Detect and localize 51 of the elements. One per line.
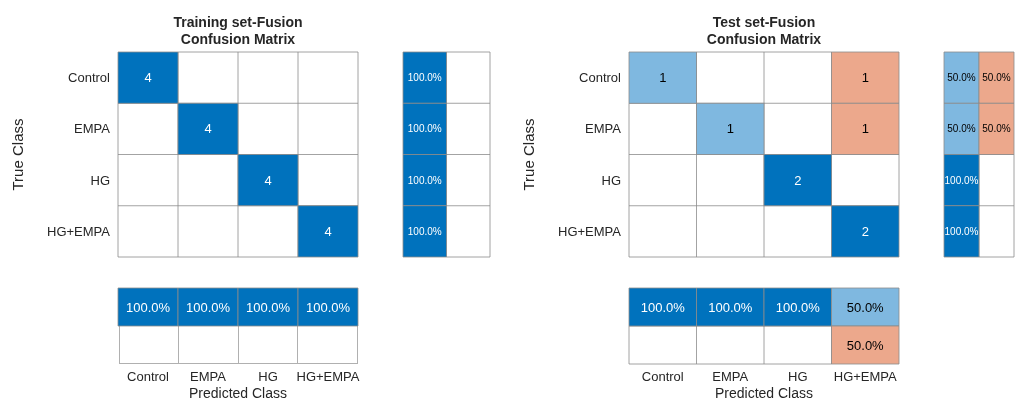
data-label: 100.0% — [640, 299, 686, 315]
data-label: 100.0% — [407, 174, 442, 186]
data-label: 4 — [264, 172, 272, 188]
data-label: 50.0% — [947, 72, 976, 84]
data-label: 100.0% — [245, 299, 291, 315]
x-tick-label: HG — [788, 369, 808, 385]
x-tick-label: Control — [127, 369, 170, 385]
y-tick-label: HG — [601, 172, 621, 188]
data-label: 50.0% — [947, 123, 976, 135]
y-tick-label: Control — [579, 70, 622, 86]
data-label: 100.0% — [407, 225, 442, 237]
x-tick-label: EMPA — [712, 369, 749, 385]
data-label: 100.0% — [305, 299, 351, 315]
y-tick-label: HG+EMPA — [47, 223, 111, 239]
data-label: 100.0% — [407, 123, 442, 135]
data-label: 4 — [144, 70, 152, 86]
x-tick-label: HG+EMPA — [296, 369, 360, 385]
data-label: 50.0% — [846, 337, 885, 353]
y-tick-label: HG+EMPA — [558, 223, 622, 239]
data-label: 4 — [204, 121, 212, 137]
data-label: 1 — [659, 70, 667, 86]
chart-title: Training set-Fusion Confusion Matrix — [172, 14, 304, 48]
data-label: 4 — [324, 223, 332, 239]
y-axis-title: True Class — [520, 118, 538, 191]
y-tick-label: HG — [90, 172, 110, 188]
data-label: 100.0% — [185, 299, 231, 315]
data-label: 1 — [861, 121, 869, 137]
y-tick-label: EMPA — [74, 121, 111, 137]
data-label: 50.0% — [846, 299, 885, 315]
x-tick-label: HG — [258, 369, 278, 385]
y-axis-title: True Class — [9, 118, 27, 191]
y-tick-label: EMPA — [585, 121, 622, 137]
data-label: 100.0% — [708, 299, 753, 315]
data-label: 2 — [861, 223, 869, 239]
x-tick-label: EMPA — [190, 369, 227, 385]
data-label: 1 — [861, 70, 869, 86]
x-axis-title: Predicted Class — [188, 385, 288, 401]
data-label: 50.0% — [982, 123, 1011, 135]
data-label: 100.0% — [944, 225, 979, 237]
data-label: 100.0% — [407, 72, 442, 84]
data-label: 1 — [726, 121, 734, 137]
data-label: 2 — [794, 172, 802, 188]
x-tick-label: HG+EMPA — [833, 369, 898, 385]
data-label: 100.0% — [944, 174, 979, 186]
data-label: 100.0% — [125, 299, 171, 315]
x-tick-label: Control — [641, 369, 684, 385]
y-tick-label: Control — [68, 70, 111, 86]
chart-title: Test set-Fusion Confusion Matrix — [705, 14, 823, 48]
data-label: 100.0% — [775, 299, 821, 315]
x-axis-title: Predicted Class — [714, 385, 814, 401]
data-label: 50.0% — [982, 72, 1011, 84]
